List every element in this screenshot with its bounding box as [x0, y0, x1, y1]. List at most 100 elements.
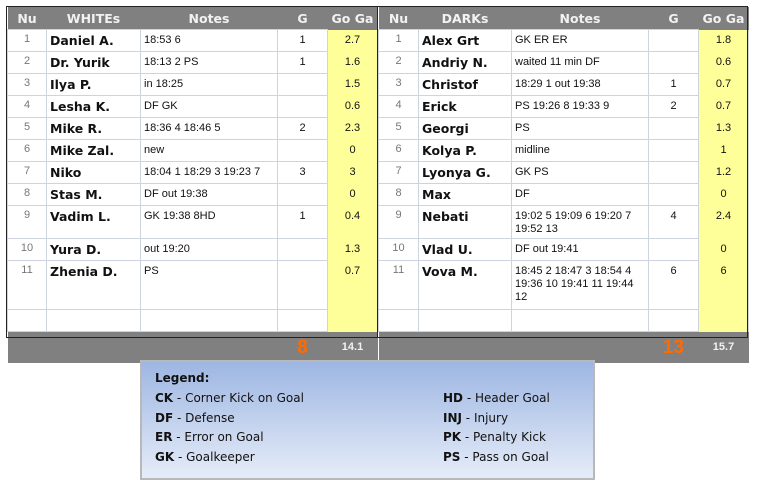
player-name: Zhenia D.: [46, 260, 141, 310]
player-notes: [140, 309, 278, 332]
player-goga: 1.3: [698, 117, 749, 140]
player-name: Christof: [418, 73, 512, 96]
player-goals: 3: [277, 161, 328, 184]
player-notes: 18:04 1 18:29 3 19:23 7: [140, 161, 278, 184]
total-goals: 13: [648, 331, 699, 363]
table-row: 4 Lesha K. DF GK 0.6: [7, 95, 378, 118]
player-number: 7: [378, 161, 419, 184]
totals-spacer: [378, 331, 649, 363]
table-row: 11 Zhenia D. PS 0.7: [7, 260, 378, 310]
player-goga: 0.7: [698, 73, 749, 96]
totals-row: 13 15.7: [378, 331, 749, 363]
player-number: 2: [378, 51, 419, 74]
player-notes: DF: [511, 183, 649, 206]
table-row: 3 Christof 18:29 1 out 19:38 1 0.7: [378, 73, 749, 96]
table-row: 10 Vlad U. DF out 19:41 0: [378, 238, 749, 261]
player-goals: 2: [277, 117, 328, 140]
player-goga: 0: [698, 183, 749, 206]
column-header: DARKs: [418, 7, 512, 30]
player-goals: [277, 238, 328, 261]
table-row: 10 Yura D. out 19:20 1.3: [7, 238, 378, 261]
player-number: 4: [378, 95, 419, 118]
player-goga: 0.7: [698, 95, 749, 118]
player-number: [378, 309, 419, 332]
legend-title: Legend:: [155, 371, 210, 385]
player-name: Daniel A.: [46, 29, 141, 52]
player-goals: [648, 238, 699, 261]
legend-left-column: CK - Corner Kick on Goal DF - Defense ER -…: [155, 391, 304, 469]
player-name: Erick: [418, 95, 512, 118]
player-number: [7, 309, 47, 332]
legend-item: DF - Defense: [155, 411, 304, 431]
header-row: Nu DARKs Notes G Go Ga: [378, 7, 749, 30]
column-header: Go Ga: [327, 7, 378, 30]
legend-item: PS - Pass on Goal: [443, 450, 550, 470]
table-row: [378, 309, 749, 332]
player-notes: 18:53 6: [140, 29, 278, 52]
player-notes: DF GK: [140, 95, 278, 118]
column-header: WHITEs: [46, 7, 141, 30]
player-number: 7: [7, 161, 47, 184]
column-header: G: [648, 7, 699, 30]
player-name: Andriy N.: [418, 51, 512, 74]
total-goals: 8: [277, 331, 328, 363]
player-goals: [277, 309, 328, 332]
player-goals: [648, 117, 699, 140]
player-notes: new: [140, 139, 278, 162]
table-row: 1 Alex Grt GK ER ER 1.8: [378, 29, 749, 52]
team-divider: [377, 7, 378, 338]
player-name: [418, 309, 512, 332]
legend-item: GK - Goalkeeper: [155, 450, 304, 470]
player-goals: [277, 95, 328, 118]
totals-row: 8 14.1: [7, 331, 378, 363]
legend-description: - Pass on Goal: [460, 449, 549, 464]
player-name: Stas M.: [46, 183, 141, 206]
player-number: 9: [7, 205, 47, 239]
player-number: 5: [378, 117, 419, 140]
player-notes: DF out 19:38: [140, 183, 278, 206]
player-goga: 6: [698, 260, 749, 310]
player-notes: GK PS: [511, 161, 649, 184]
table-row: 5 Mike R. 18:36 4 18:46 5 2 2.3: [7, 117, 378, 140]
player-number: 8: [7, 183, 47, 206]
player-name: Lyonya G.: [418, 161, 512, 184]
table-row: 6 Kolya P. midline 1: [378, 139, 749, 162]
player-notes: PS 19:26 8 19:33 9: [511, 95, 649, 118]
player-goga: 1.8: [698, 29, 749, 52]
header-row: Nu WHITEs Notes G Go Ga: [7, 7, 378, 30]
player-number: 11: [7, 260, 47, 310]
player-notes: in 18:25: [140, 73, 278, 96]
table-row: 2 Dr. Yurik 18:13 2 PS 1 1.6: [7, 51, 378, 74]
player-number: 2: [7, 51, 47, 74]
player-notes: waited 11 min DF: [511, 51, 649, 74]
player-name: [46, 309, 141, 332]
player-goga: 0.4: [327, 205, 378, 239]
player-goals: 1: [277, 205, 328, 239]
player-notes: 18:29 1 out 19:38: [511, 73, 649, 96]
player-number: 3: [378, 73, 419, 96]
total-goga: 15.7: [698, 331, 749, 363]
table-row: 5 Georgi PS 1.3: [378, 117, 749, 140]
player-goals: 1: [648, 73, 699, 96]
whites-table: Nu WHITEs Notes G Go Ga 1 Daniel A. 18:53 6 1 2.7…: [7, 7, 378, 363]
player-number: 1: [378, 29, 419, 52]
player-number: 3: [7, 73, 47, 96]
player-goga: 3: [327, 161, 378, 184]
player-goga: 2.7: [327, 29, 378, 52]
player-goga: 0: [327, 183, 378, 206]
table-row: 2 Andriy N. waited 11 min DF 0.6: [378, 51, 749, 74]
legend-description: - Defense: [173, 410, 235, 425]
player-goga: 0.7: [327, 260, 378, 310]
legend-item: INJ - Injury: [443, 411, 550, 431]
player-goga: 2.3: [327, 117, 378, 140]
player-notes: 18:36 4 18:46 5: [140, 117, 278, 140]
legend-description: - Error on Goal: [172, 430, 264, 444]
player-name: Max: [418, 183, 512, 206]
player-number: 4: [7, 95, 47, 118]
column-header: Notes: [511, 7, 649, 30]
player-name: Kolya P.: [418, 139, 512, 162]
player-goals: [648, 139, 699, 162]
column-header: Nu: [378, 7, 419, 30]
player-notes: GK ER ER: [511, 29, 649, 52]
